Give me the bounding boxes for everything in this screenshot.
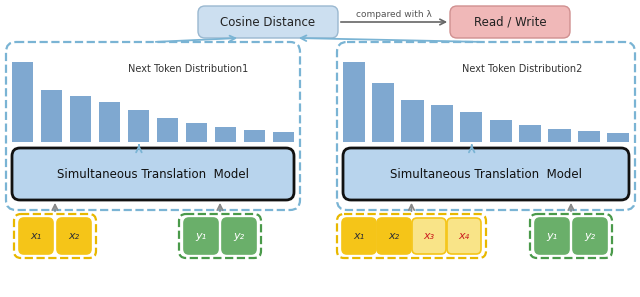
Bar: [578, 131, 600, 142]
Bar: [127, 110, 149, 142]
FancyBboxPatch shape: [198, 6, 338, 38]
Text: Next Token Distribution2: Next Token Distribution2: [461, 64, 582, 74]
Text: Simultaneous Translation  Model: Simultaneous Translation Model: [57, 168, 249, 181]
Text: x₁: x₁: [353, 231, 365, 241]
Bar: [607, 133, 629, 142]
FancyBboxPatch shape: [573, 218, 607, 254]
Text: Simultaneous Translation  Model: Simultaneous Translation Model: [390, 168, 582, 181]
FancyBboxPatch shape: [19, 218, 53, 254]
Text: x₂: x₂: [68, 231, 79, 241]
Bar: [157, 119, 179, 142]
Bar: [548, 129, 570, 142]
Bar: [342, 62, 365, 142]
FancyBboxPatch shape: [222, 218, 256, 254]
Text: y₁: y₁: [547, 231, 557, 241]
Bar: [40, 90, 62, 142]
Text: x₄: x₄: [458, 231, 470, 241]
FancyBboxPatch shape: [535, 218, 569, 254]
Bar: [186, 124, 207, 142]
FancyBboxPatch shape: [377, 218, 411, 254]
Text: Read / Write: Read / Write: [474, 15, 547, 29]
Text: Cosine Distance: Cosine Distance: [220, 15, 316, 29]
Text: x₁: x₁: [31, 231, 42, 241]
FancyBboxPatch shape: [342, 218, 376, 254]
Bar: [401, 100, 424, 142]
Text: y₁: y₁: [195, 231, 207, 241]
Bar: [490, 120, 512, 142]
Bar: [214, 127, 236, 142]
FancyBboxPatch shape: [12, 148, 294, 200]
Text: x₃: x₃: [424, 231, 435, 241]
Bar: [273, 132, 294, 142]
Bar: [431, 105, 453, 142]
FancyBboxPatch shape: [184, 218, 218, 254]
Bar: [99, 102, 120, 142]
Bar: [519, 125, 541, 142]
Text: y₂: y₂: [584, 231, 596, 241]
Bar: [70, 96, 92, 142]
Text: Next Token Distribution1: Next Token Distribution1: [128, 64, 248, 74]
FancyBboxPatch shape: [343, 148, 629, 200]
Text: x₂: x₂: [388, 231, 399, 241]
FancyBboxPatch shape: [450, 6, 570, 38]
FancyBboxPatch shape: [447, 218, 481, 254]
Text: compared with λ: compared with λ: [356, 10, 432, 19]
Bar: [372, 83, 394, 142]
Bar: [460, 112, 483, 142]
Bar: [244, 130, 266, 142]
FancyBboxPatch shape: [412, 218, 446, 254]
Bar: [12, 62, 33, 142]
Text: y₂: y₂: [234, 231, 244, 241]
FancyBboxPatch shape: [57, 218, 91, 254]
